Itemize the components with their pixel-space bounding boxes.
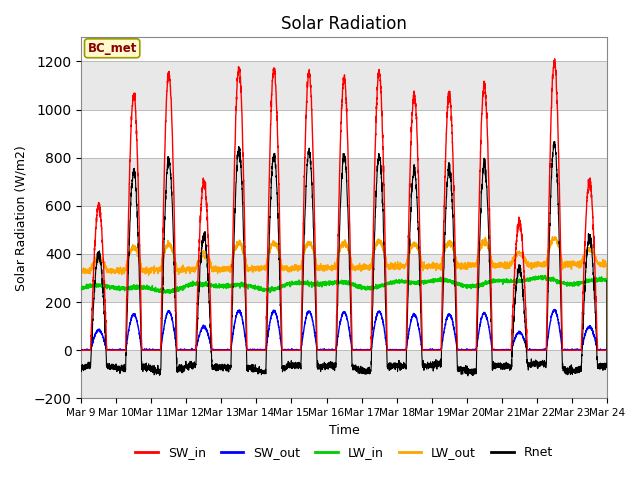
- Y-axis label: Solar Radiation (W/m2): Solar Radiation (W/m2): [15, 145, 28, 291]
- Bar: [81, 13, 607, 61]
- Text: BC_met: BC_met: [88, 42, 137, 55]
- Bar: [81, 350, 607, 398]
- Bar: [81, 61, 607, 109]
- Bar: [81, 206, 607, 254]
- Bar: [81, 254, 607, 302]
- Legend: SW_in, SW_out, LW_in, LW_out, Rnet: SW_in, SW_out, LW_in, LW_out, Rnet: [131, 442, 558, 464]
- Bar: [81, 109, 607, 158]
- Title: Solar Radiation: Solar Radiation: [281, 15, 407, 33]
- Bar: [81, 158, 607, 206]
- Bar: [81, 302, 607, 350]
- X-axis label: Time: Time: [329, 424, 360, 437]
